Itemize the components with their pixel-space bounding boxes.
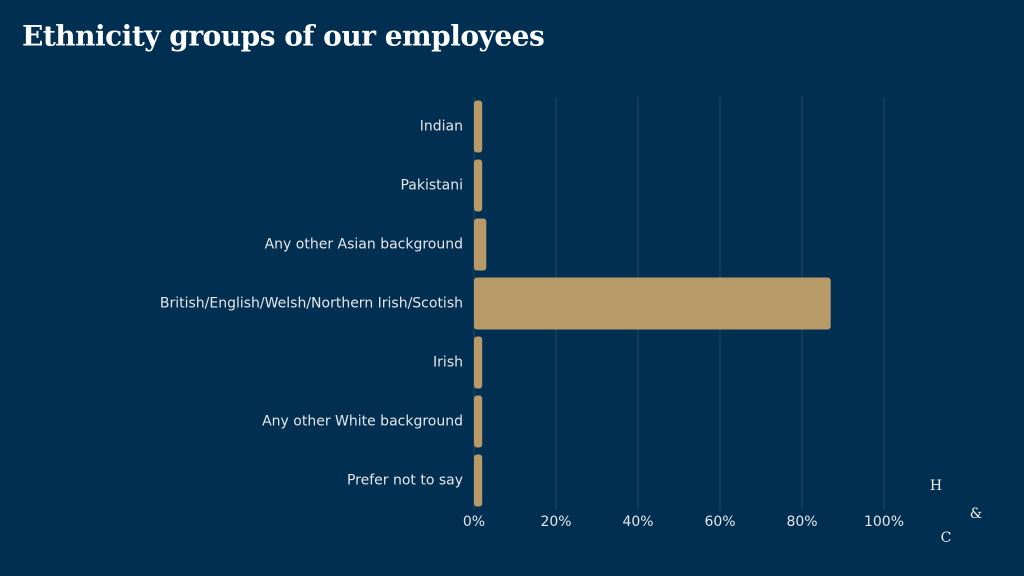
- y-tick-label: Any other Asian background: [265, 237, 463, 253]
- x-tick-label: 20%: [540, 514, 571, 530]
- bar: [474, 454, 483, 507]
- bar: [474, 336, 483, 389]
- x-tick-label: 0%: [463, 514, 485, 530]
- bar: [474, 159, 483, 212]
- x-tick-label: 100%: [864, 514, 904, 530]
- x-tick-label: 40%: [622, 514, 653, 530]
- bar: [474, 395, 483, 448]
- logo-c: C: [941, 530, 952, 546]
- y-tick-label: Irish: [433, 355, 463, 371]
- logo-amp: &: [970, 506, 982, 522]
- x-tick-label: 60%: [704, 514, 735, 530]
- bar: [474, 277, 831, 330]
- y-tick-label: British/English/Welsh/Northern Irish/Sco…: [160, 296, 463, 312]
- x-tick-label: 80%: [786, 514, 817, 530]
- bar: [474, 218, 487, 271]
- bar: [474, 100, 483, 153]
- chart-title: Ethnicity groups of our employees: [22, 20, 544, 53]
- y-tick-label: Any other White background: [262, 414, 463, 430]
- y-tick-label: Pakistani: [400, 178, 463, 194]
- y-tick-label: Prefer not to say: [347, 473, 463, 489]
- y-tick-label: Indian: [420, 119, 463, 135]
- logo-h: H: [930, 478, 942, 494]
